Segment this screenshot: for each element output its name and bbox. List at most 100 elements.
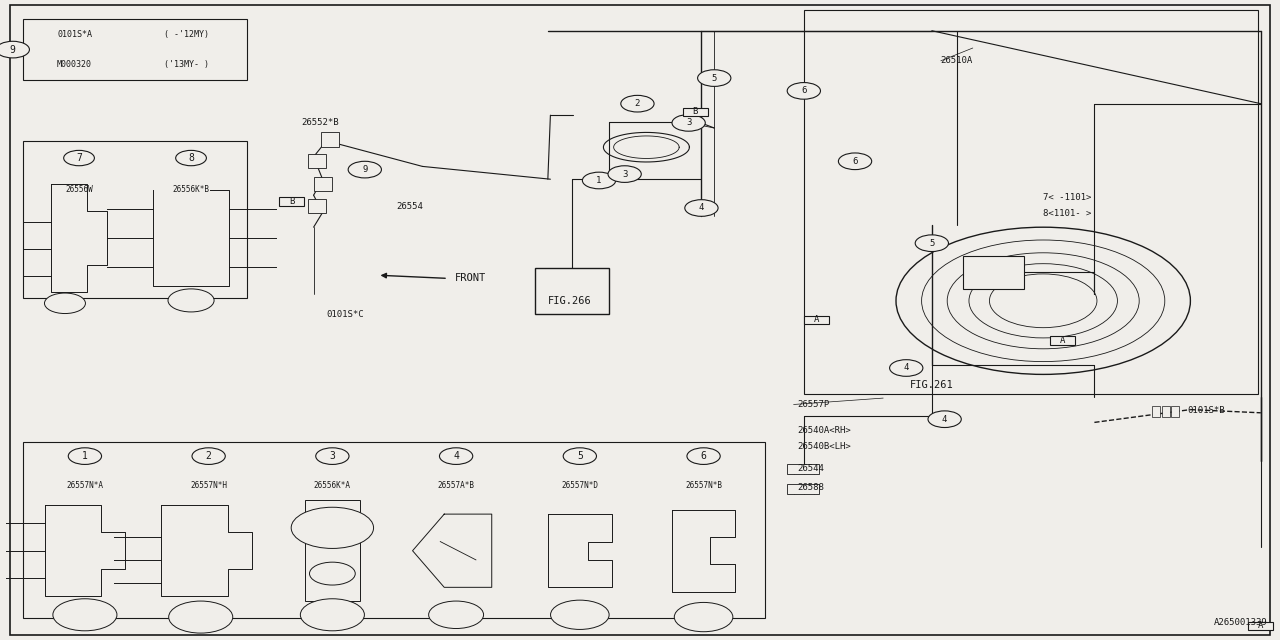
Text: 26544: 26544 <box>797 464 824 473</box>
Circle shape <box>928 411 961 428</box>
Text: 26588: 26588 <box>797 483 824 492</box>
Circle shape <box>52 599 116 631</box>
Bar <box>963 256 1024 289</box>
Bar <box>535 268 609 314</box>
Text: FIG.261: FIG.261 <box>910 380 954 390</box>
Circle shape <box>890 360 923 376</box>
Circle shape <box>0 41 29 58</box>
Text: 26557A*B: 26557A*B <box>438 481 475 490</box>
Text: 3: 3 <box>686 118 691 127</box>
Circle shape <box>838 153 872 170</box>
Bar <box>23 141 247 298</box>
Circle shape <box>439 448 472 465</box>
Text: ( -'12MY): ( -'12MY) <box>164 30 209 39</box>
Text: 2: 2 <box>206 451 211 461</box>
Text: 6: 6 <box>700 451 707 461</box>
Text: 3: 3 <box>622 170 627 179</box>
Circle shape <box>291 508 374 548</box>
Circle shape <box>301 599 365 631</box>
Text: 26540B<LH>: 26540B<LH> <box>797 442 851 451</box>
Text: 26556K*A: 26556K*A <box>314 481 351 490</box>
Bar <box>1050 336 1075 345</box>
Text: ('13MY- ): ('13MY- ) <box>164 60 209 69</box>
Text: M000320: M000320 <box>58 60 92 69</box>
Text: 4: 4 <box>699 204 704 212</box>
Circle shape <box>687 448 721 465</box>
Text: 7: 7 <box>76 153 82 163</box>
Text: A: A <box>1258 621 1263 630</box>
Circle shape <box>192 448 225 465</box>
Bar <box>1162 406 1170 417</box>
Text: 9: 9 <box>362 165 367 174</box>
Text: 3: 3 <box>329 451 335 461</box>
Text: FIG.266: FIG.266 <box>548 296 591 306</box>
Bar <box>682 108 708 116</box>
Text: 1: 1 <box>82 451 88 461</box>
Circle shape <box>896 227 1190 374</box>
Bar <box>314 177 332 191</box>
Text: 7< -1101>: 7< -1101> <box>1043 193 1092 202</box>
Circle shape <box>310 562 356 585</box>
Text: 5: 5 <box>929 239 934 248</box>
Circle shape <box>621 95 654 112</box>
Text: 26556K*B: 26556K*B <box>173 185 210 194</box>
Text: 8<1101- >: 8<1101- > <box>1043 209 1092 218</box>
Text: A: A <box>1060 336 1065 345</box>
Text: 4: 4 <box>904 364 909 372</box>
Text: 26557N*A: 26557N*A <box>67 481 104 490</box>
Bar <box>279 197 305 206</box>
Text: 26510A: 26510A <box>941 56 973 65</box>
Text: 0101S*C: 0101S*C <box>326 310 365 319</box>
Text: 26557N*D: 26557N*D <box>562 481 598 490</box>
Text: B: B <box>692 108 698 116</box>
Circle shape <box>68 448 101 465</box>
Text: 4: 4 <box>942 415 947 424</box>
Bar <box>308 154 326 168</box>
Text: 5: 5 <box>577 451 582 461</box>
Bar <box>804 10 1258 394</box>
Text: 0101S*B: 0101S*B <box>1188 406 1225 415</box>
Text: 6: 6 <box>801 86 806 95</box>
Circle shape <box>175 150 206 166</box>
Bar <box>23 442 765 618</box>
Bar <box>787 464 819 474</box>
Circle shape <box>45 293 86 314</box>
Circle shape <box>582 172 616 189</box>
Circle shape <box>550 600 609 629</box>
Circle shape <box>429 601 484 628</box>
Text: 8: 8 <box>188 153 195 163</box>
Circle shape <box>316 448 349 465</box>
Bar <box>787 484 819 494</box>
Circle shape <box>348 161 381 178</box>
Circle shape <box>563 448 596 465</box>
Circle shape <box>64 150 95 166</box>
Circle shape <box>168 289 214 312</box>
Bar <box>321 132 339 147</box>
Text: A265001339: A265001339 <box>1213 618 1267 627</box>
Circle shape <box>685 200 718 216</box>
Bar <box>804 316 829 324</box>
Circle shape <box>169 601 233 633</box>
Bar <box>308 199 326 213</box>
Bar <box>23 19 247 80</box>
Circle shape <box>698 70 731 86</box>
Text: 9: 9 <box>10 45 15 54</box>
Text: 0101S*A: 0101S*A <box>58 30 92 39</box>
Text: 6: 6 <box>852 157 858 166</box>
Circle shape <box>672 115 705 131</box>
Bar <box>1171 406 1179 417</box>
Circle shape <box>787 83 820 99</box>
Text: B: B <box>289 197 294 206</box>
Text: 2: 2 <box>635 99 640 108</box>
Text: 26557N*B: 26557N*B <box>685 481 722 490</box>
Text: 26557N*H: 26557N*H <box>191 481 227 490</box>
Text: 26552*B: 26552*B <box>301 118 339 127</box>
Text: 4: 4 <box>453 451 460 461</box>
Bar <box>305 500 360 601</box>
Text: 26557P: 26557P <box>797 400 829 409</box>
Text: 1: 1 <box>596 176 602 185</box>
Text: 26554: 26554 <box>397 202 424 211</box>
Bar <box>1248 621 1274 630</box>
Text: 26540A<RH>: 26540A<RH> <box>797 426 851 435</box>
Text: A: A <box>814 316 819 324</box>
